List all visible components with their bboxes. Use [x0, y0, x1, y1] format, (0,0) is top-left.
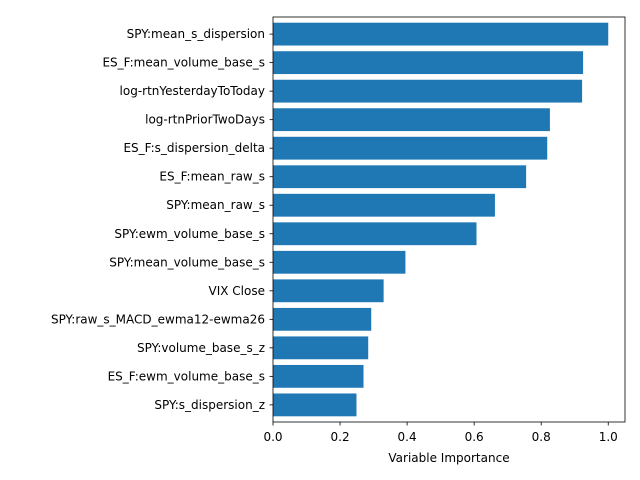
bar-12	[273, 364, 364, 388]
bar-2	[273, 79, 583, 103]
bars-layer	[273, 22, 609, 417]
bar-5	[273, 165, 527, 189]
y-tick-label: SPY:mean_raw_s	[166, 198, 265, 212]
y-tick-label: SPY:mean_volume_base_s	[109, 255, 265, 269]
bar-10	[273, 307, 372, 331]
x-axis-label: Variable Importance	[388, 451, 509, 465]
bar-0	[273, 22, 609, 46]
axes-frame	[272, 16, 626, 423]
y-tick-label: SPY:ewm_volume_base_s	[114, 227, 265, 241]
bar-13	[273, 393, 357, 417]
bar-7	[273, 222, 477, 246]
y-tick-label: SPY:mean_s_dispersion	[127, 27, 265, 41]
y-tick-label: log-rtnYesterdayToToday	[120, 84, 265, 98]
bar-3	[273, 108, 550, 132]
x-tick-label: 0.0	[263, 430, 282, 444]
category-labels-layer: SPY:mean_s_dispersion ES_F:mean_volume_ba…	[51, 27, 618, 444]
y-tick-label: VIX Close	[209, 284, 265, 298]
bar-6	[273, 193, 495, 217]
x-tick-label: 0.6	[465, 430, 484, 444]
ticks-layer	[269, 33, 609, 426]
x-tick-label: 0.4	[398, 430, 417, 444]
x-tick-label: 1.0	[599, 430, 618, 444]
bar-1	[273, 51, 584, 75]
y-tick-label: ES_F:mean_raw_s	[159, 170, 265, 184]
bar-8	[273, 250, 406, 274]
y-tick-label: ES_F:ewm_volume_base_s	[108, 369, 265, 383]
bar-4	[273, 136, 548, 160]
y-tick-label: SPY:s_dispersion_z	[154, 398, 265, 412]
plot-frame	[272, 16, 626, 423]
x-tick-label: 0.2	[331, 430, 350, 444]
y-tick-label: ES_F:s_dispersion_delta	[123, 141, 265, 155]
bar-11	[273, 336, 369, 360]
y-tick-label: SPY:raw_s_MACD_ewma12-ewma26	[51, 312, 265, 326]
y-tick-label: SPY:volume_base_s_z	[137, 341, 265, 355]
y-tick-label: log-rtnPriorTwoDays	[145, 113, 265, 127]
x-tick-label: 0.8	[532, 430, 551, 444]
bar-9	[273, 279, 384, 303]
y-tick-label: ES_F:mean_volume_base_s	[102, 56, 265, 70]
